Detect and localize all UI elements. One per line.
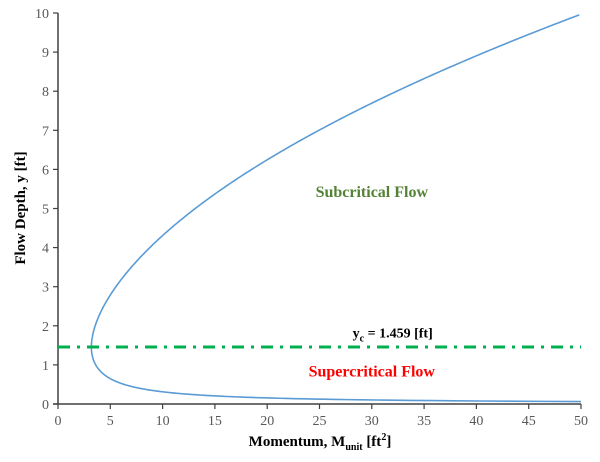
x-tick-label: 25	[313, 414, 327, 429]
y-tick-label: 3	[42, 281, 49, 296]
critical-depth-label: yc = 1.459 [ft]	[353, 327, 433, 345]
x-axis: 0 5 10 15 20 25 30 35 40 45 50	[53, 403, 588, 429]
y-tick-label: 1	[42, 359, 49, 374]
x-tick-label: 30	[365, 414, 379, 429]
supercritical-flow-label: Supercritical Flow	[309, 364, 436, 381]
x-tick-label: 35	[417, 414, 431, 429]
x-tick-label: 5	[107, 414, 114, 429]
plot-area	[58, 14, 582, 403]
y-tick-label: 8	[42, 85, 49, 100]
y-tick-label: 10	[35, 7, 49, 22]
y-tick-label: 9	[42, 46, 49, 61]
momentum-curve	[90, 14, 582, 403]
y-tick-label: 2	[42, 320, 49, 335]
y-tick-label: 7	[42, 124, 49, 139]
y-axis-title: Flow Depth, y [ft]	[13, 151, 29, 264]
x-tick-label: 20	[260, 414, 274, 429]
x-axis-title: Momentum, Munit [ft2]	[249, 432, 392, 453]
x-tick-label: 10	[156, 414, 170, 429]
y-tick-label: 6	[42, 163, 49, 178]
y-tick-label: 4	[42, 242, 49, 257]
x-tick-label: 0	[55, 414, 62, 429]
y-tick-label: 0	[42, 398, 49, 413]
x-tick-label: 50	[574, 414, 588, 429]
annotations: Subcritical Flow Supercritical Flow yc = 1…	[309, 184, 436, 381]
y-tick-label: 5	[42, 203, 49, 218]
subcritical-flow-label: Subcritical Flow	[316, 184, 429, 201]
y-axis: 0 1 2 3 4 5 6 7 8 9 10	[35, 7, 59, 413]
x-tick-label: 15	[208, 414, 222, 429]
x-tick-label: 45	[522, 414, 536, 429]
x-tick-label: 40	[469, 414, 483, 429]
